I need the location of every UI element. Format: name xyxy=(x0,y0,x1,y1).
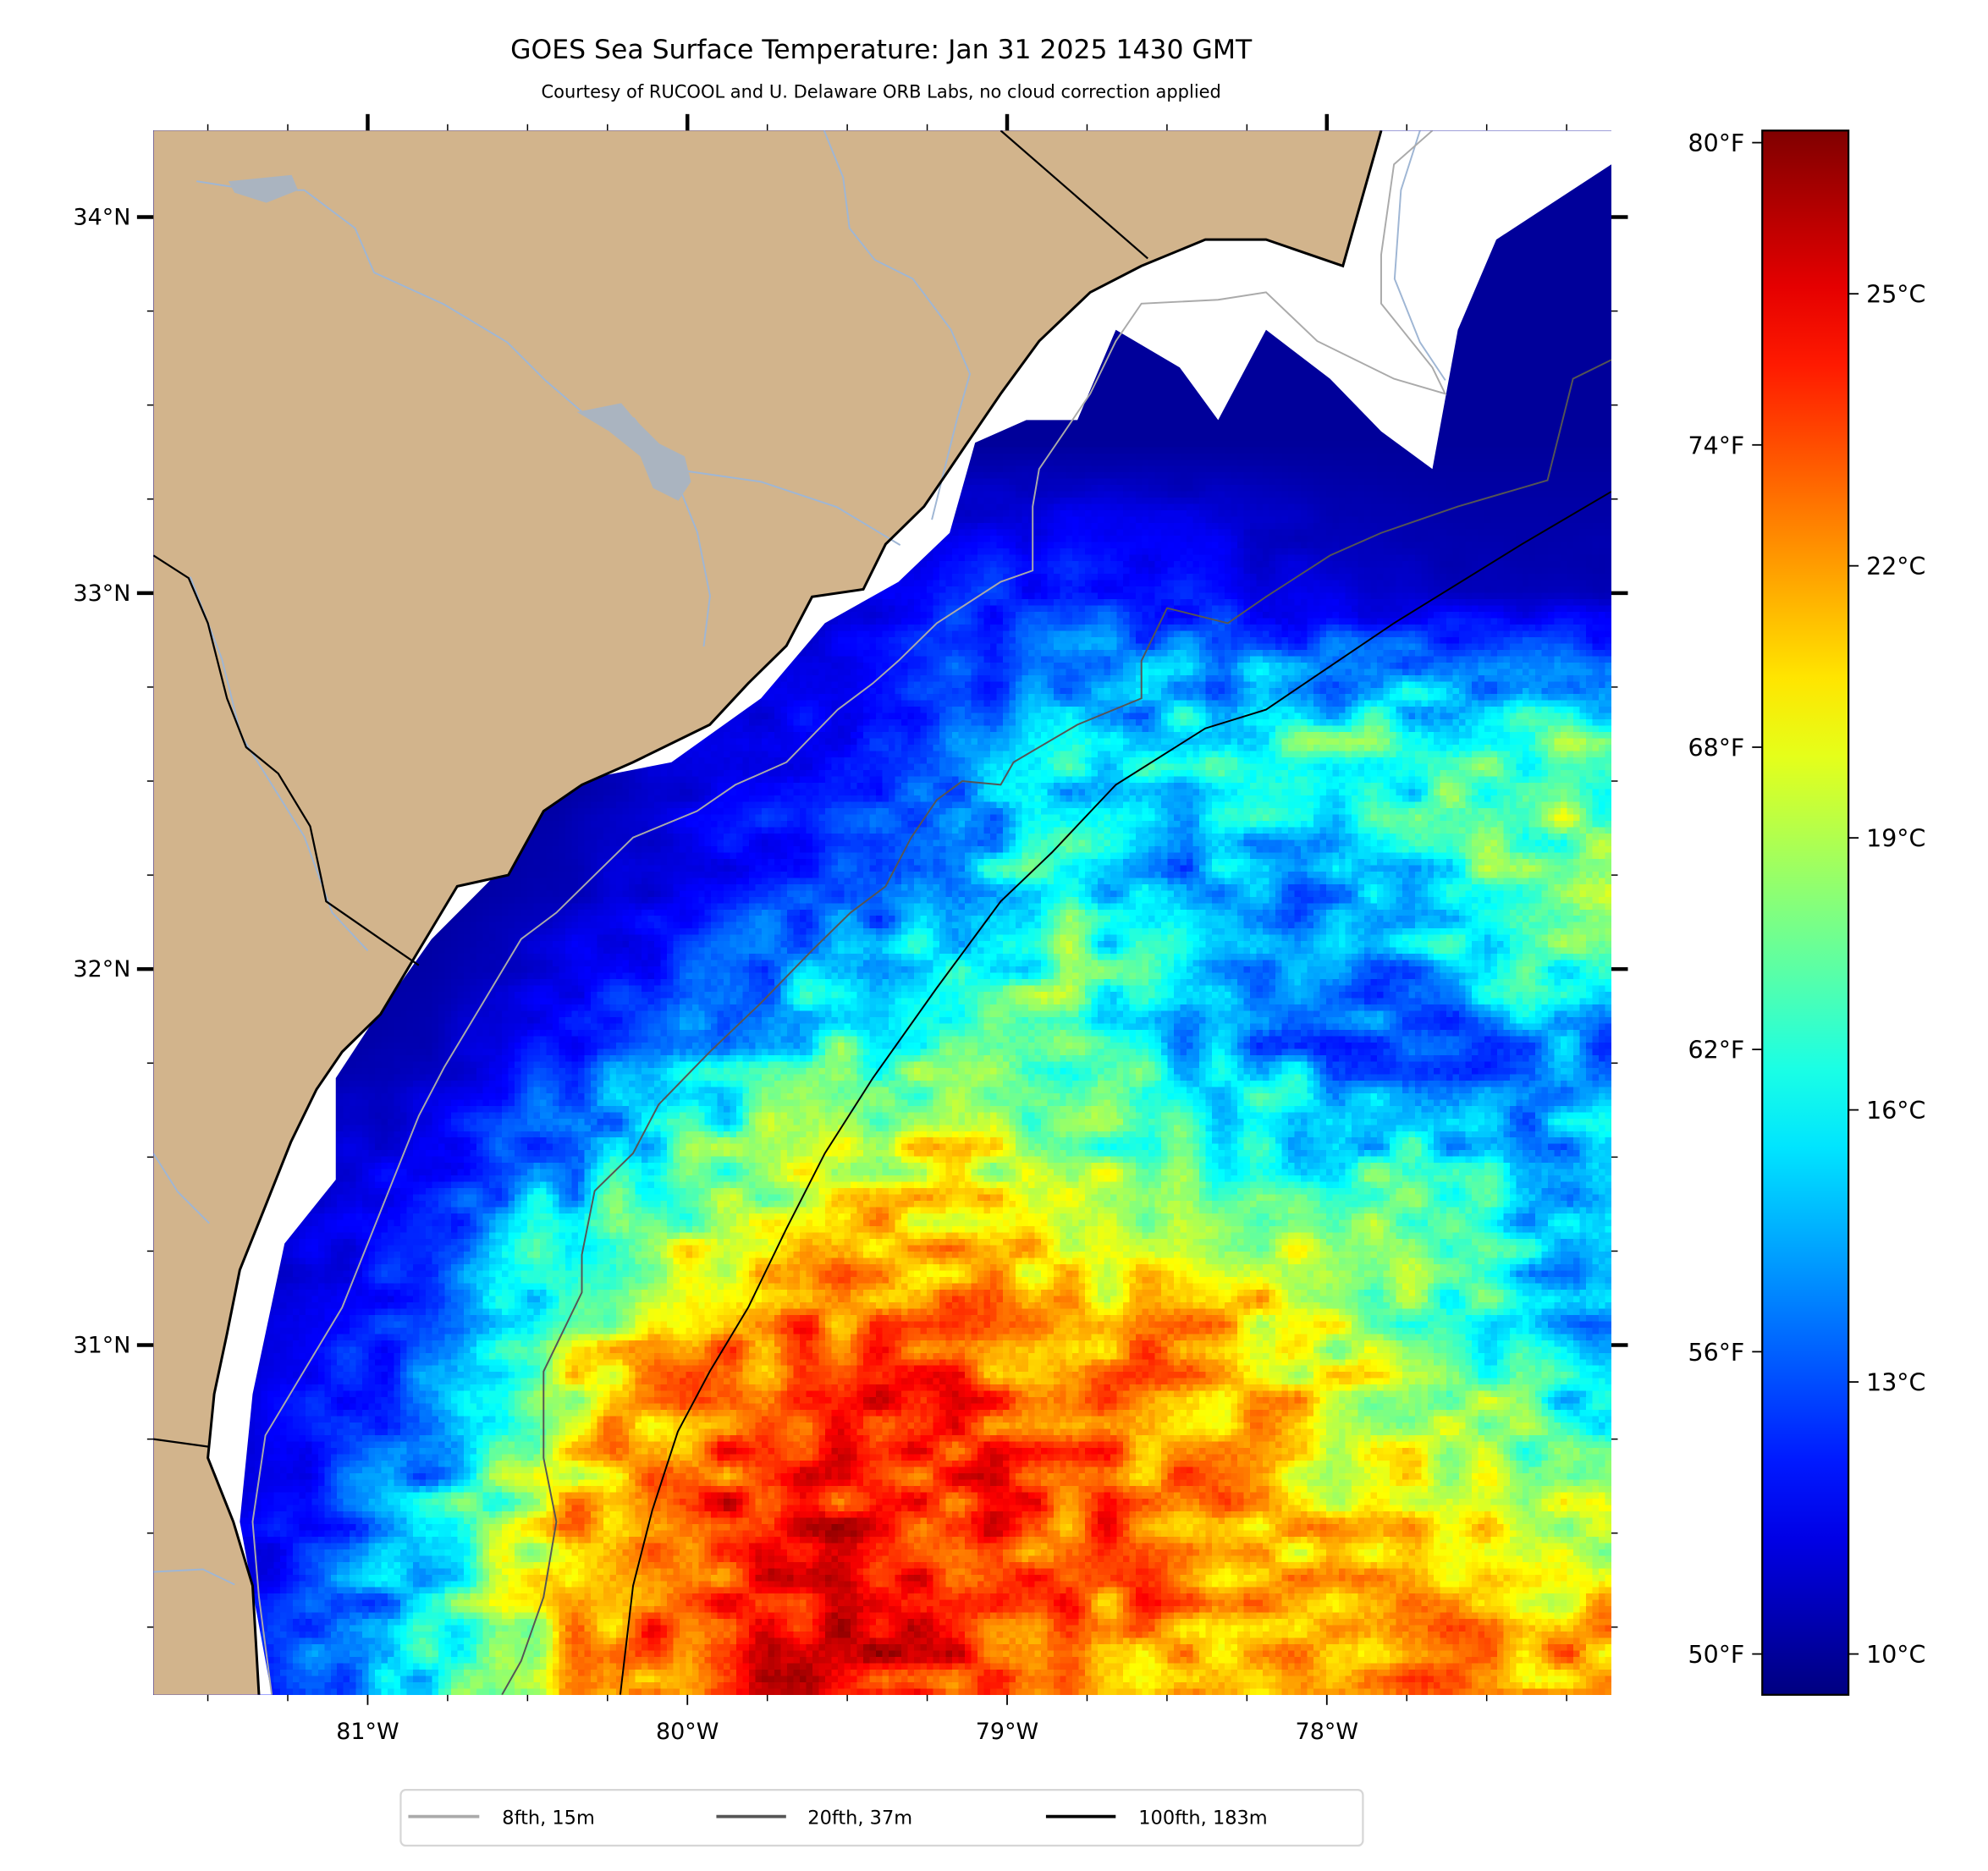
colorbar-label-c: 10°C xyxy=(1866,1641,1925,1669)
isobath-line xyxy=(619,491,1612,1695)
river-altamaha xyxy=(153,1153,210,1224)
colorbar-label-c: 25°C xyxy=(1866,281,1925,309)
lon-tick-label: 79°W xyxy=(976,1719,1038,1745)
legend: 8fth, 15m 20fth, 37m 100fth, 183m xyxy=(399,1789,1364,1847)
map-axes: 34°N 33°N 32°N 31°N 81°W 80°W 79°W 78°W xyxy=(73,113,1628,1745)
lake-wateree xyxy=(228,174,299,203)
colorbar: 25°C 22°C 19°C 16°C 13°C 10°C 80°F 74°F 68°F 62°F… xyxy=(1688,129,1925,1696)
river-santee xyxy=(196,180,711,647)
colorbar-label-f: 62°F xyxy=(1688,1037,1744,1065)
river-stmarys xyxy=(153,1568,235,1586)
colorbar-label-c: 13°C xyxy=(1866,1369,1925,1397)
lat-tick-label: 33°N xyxy=(73,581,130,607)
colorbar-label-f: 80°F xyxy=(1688,129,1744,157)
colorbar-label-f: 74°F xyxy=(1688,432,1744,459)
legend-label-8fth: 8fth, 15m xyxy=(502,1808,595,1830)
isobath-line xyxy=(501,359,1612,1695)
legend-label-20fth: 20fth, 37m xyxy=(807,1808,912,1830)
land-area xyxy=(153,130,1381,1695)
colorbar-ticks: 25°C 22°C 19°C 16°C 13°C 10°C 80°F 74°F 68°F 62°F… xyxy=(1688,129,1925,1669)
lat-tick-label: 34°N xyxy=(73,204,130,230)
isobath-line xyxy=(251,130,1447,1695)
coastline xyxy=(207,130,1383,1695)
lake-marion xyxy=(576,403,691,501)
colorbar-label-f: 56°F xyxy=(1688,1339,1744,1367)
state-border-line xyxy=(153,554,420,966)
river-peedee xyxy=(823,130,972,520)
colorbar-label-c: 19°C xyxy=(1866,825,1925,853)
colorbar-label-f: 68°F xyxy=(1688,734,1744,762)
lon-tick-label: 81°W xyxy=(336,1719,399,1745)
state-border-line xyxy=(1000,130,1148,260)
colorbar-label-c: 22°C xyxy=(1866,553,1925,581)
lat-tick-label: 31°N xyxy=(73,1333,130,1359)
colorbar-label-f: 50°F xyxy=(1688,1641,1744,1669)
legend-label-100fth: 100fth, 183m xyxy=(1138,1808,1267,1830)
river-lower-santee xyxy=(671,468,901,546)
river-savannah xyxy=(189,576,369,952)
rivers xyxy=(153,130,1446,1586)
colorbar-label-c: 16°C xyxy=(1866,1097,1925,1125)
chart-title: GOES Sea Surface Temperature: Jan 31 202… xyxy=(510,35,1253,65)
colorbar-gradient xyxy=(1761,129,1850,1696)
chart-subtitle: Courtesy of RUCOOL and U. Delaware ORB L… xyxy=(542,81,1221,102)
river-capefear xyxy=(1393,130,1446,381)
legend-box xyxy=(399,1789,1364,1847)
state-border-line xyxy=(153,1438,208,1448)
state-borders xyxy=(153,130,1148,1448)
lat-tick-label: 32°N xyxy=(73,956,130,982)
isobath-lines xyxy=(251,130,1612,1695)
lon-tick-label: 80°W xyxy=(656,1719,719,1745)
lon-tick-label: 78°W xyxy=(1296,1719,1358,1745)
